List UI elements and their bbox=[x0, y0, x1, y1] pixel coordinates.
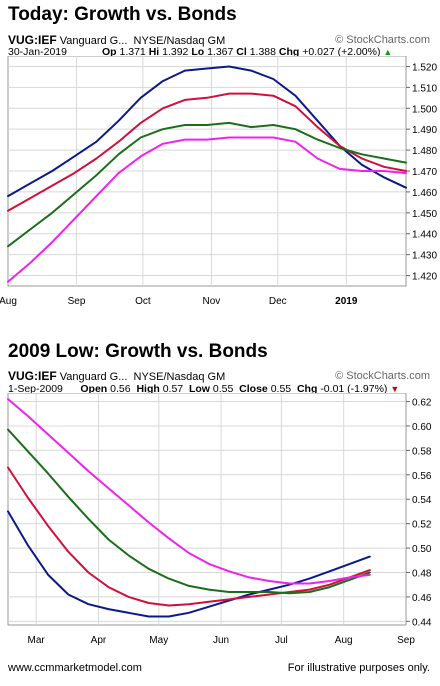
x-tick-label: Sep bbox=[68, 296, 86, 307]
chart1-open-label: Op bbox=[101, 46, 117, 58]
y-tick-label: 1.480 bbox=[412, 146, 437, 157]
x-tick-label: May bbox=[149, 635, 168, 646]
series-line-green bbox=[7, 428, 371, 595]
chart2-plot: 0.44 0.46 0.48 0.50 0.52 0.54 0.56 0.58 0.60 0.62… bbox=[7, 393, 432, 646]
series-line-green bbox=[7, 121, 407, 248]
chart2-open-label: Open bbox=[80, 383, 108, 395]
x-tick-label: Nov bbox=[203, 296, 221, 307]
chart2-name: Vanguard G... bbox=[59, 371, 128, 383]
chart1-low-label: Lo bbox=[191, 46, 205, 58]
series-line-blue bbox=[7, 510, 371, 618]
x-tick-label: Apr bbox=[91, 635, 107, 646]
chart2-low-value: 0.55 bbox=[212, 383, 234, 395]
chart2-high-value: 0.57 bbox=[162, 383, 184, 395]
y-tick-label: 0.50 bbox=[412, 544, 432, 555]
plot-frame bbox=[7, 393, 407, 626]
x-tick-label: Aug bbox=[0, 296, 17, 307]
chart1-low-value: 1.367 bbox=[207, 46, 234, 58]
y-tick-label: 0.52 bbox=[412, 520, 432, 531]
y-tick-label: 0.56 bbox=[412, 471, 432, 482]
x-tick-label: Sep bbox=[397, 635, 415, 646]
y-tick-label: 0.62 bbox=[412, 398, 432, 409]
chart2-open-value: 0.56 bbox=[110, 383, 131, 395]
chart1-plot: 1.420 1.430 1.440 1.450 1.460 1.470 1.480 1.490… bbox=[0, 56, 437, 307]
x-tick-label: Dec bbox=[269, 296, 287, 307]
chart2-change-label: Chg bbox=[296, 383, 318, 395]
x-tick-label: Jun bbox=[213, 635, 229, 646]
chart2-date: 1-Sep-2009 bbox=[8, 383, 63, 395]
x-tick-label: Oct bbox=[135, 296, 151, 307]
x-tick-label: Aug bbox=[335, 635, 353, 646]
chart1-change-value: +0.027 (+2.00%) bbox=[302, 46, 381, 58]
footer-disclaimer: For illustrative purposes only. bbox=[287, 662, 430, 674]
chart2-symbol-line: VUG:IEF Vanguard G... NYSE/Nasdaq GM bbox=[8, 369, 225, 383]
chart1-high-value: 1.392 bbox=[162, 46, 189, 58]
y-tick-label: 1.490 bbox=[412, 125, 437, 136]
chart1-symbol-line: VUG:IEF Vanguard G... NYSE/Nasdaq GM bbox=[8, 33, 225, 47]
y-tick-label: 1.430 bbox=[412, 251, 437, 262]
chart2-exchange: NYSE/Nasdaq GM bbox=[133, 371, 226, 383]
y-tick-label: 1.460 bbox=[412, 188, 437, 199]
chart1-change-label: Chg bbox=[278, 46, 300, 58]
y-tick-label: 0.54 bbox=[412, 495, 432, 506]
y-tick-label: 1.500 bbox=[412, 104, 437, 115]
series-line-magenta bbox=[7, 398, 371, 585]
series-line-magenta bbox=[7, 136, 407, 283]
chart2-heading: 2009 Low: Growth vs. Bonds bbox=[8, 341, 268, 362]
y-tick-label: 1.470 bbox=[412, 167, 437, 178]
y-tick-label: 1.440 bbox=[412, 230, 437, 241]
chart1-date: 30-Jan-2019 bbox=[8, 46, 67, 58]
chart2-low-label: Low bbox=[188, 383, 210, 395]
x-tick-label: 2019 bbox=[335, 296, 358, 307]
chart1-up-arrow-icon: ▲ bbox=[383, 47, 393, 57]
chart2-down-arrow-icon: ▼ bbox=[390, 384, 400, 394]
y-tick-label: 1.520 bbox=[412, 62, 437, 73]
chart2-quote-line: 1-Sep-2009 Open 0.56 High 0.57 Low 0.55 … bbox=[8, 383, 399, 395]
y-tick-label: 0.60 bbox=[412, 422, 432, 433]
x-tick-label: Jul bbox=[275, 635, 288, 646]
y-tick-label: 0.58 bbox=[412, 446, 432, 457]
chart1-quote-line: 30-Jan-2019 Op 1.371 Hi 1.392 Lo 1.367 C… bbox=[8, 46, 392, 58]
chart1-open-value: 1.371 bbox=[119, 46, 146, 58]
chart2-close-label: Close bbox=[239, 383, 268, 395]
footer-website: www.ccmmarketmodel.com bbox=[8, 662, 142, 674]
chart2-watermark: © StockCharts.com bbox=[335, 370, 430, 382]
series-line-red bbox=[7, 92, 407, 212]
chart2-high-label: High bbox=[136, 383, 160, 395]
y-tick-label: 0.44 bbox=[412, 617, 432, 628]
chart2-close-value: 0.55 bbox=[270, 383, 292, 395]
chart1-exchange: NYSE/Nasdaq GM bbox=[133, 35, 226, 47]
y-tick-label: 1.510 bbox=[412, 83, 437, 94]
chart1-close-label: Cl bbox=[236, 46, 247, 58]
chart1-close-value: 1.388 bbox=[249, 46, 276, 58]
chart2-symbol: VUG:IEF bbox=[8, 369, 57, 383]
y-tick-label: 0.48 bbox=[412, 568, 432, 579]
chart1-symbol: VUG:IEF bbox=[8, 33, 57, 47]
y-tick-label: 1.420 bbox=[412, 272, 437, 283]
series-line-red bbox=[7, 466, 371, 607]
chart2-change-value: -0.01 (-1.97%) bbox=[320, 383, 388, 395]
y-tick-label: 1.450 bbox=[412, 209, 437, 220]
chart1-watermark: © StockCharts.com bbox=[335, 34, 430, 46]
y-tick-label: 0.46 bbox=[412, 593, 432, 604]
chart1-heading: Today: Growth vs. Bonds bbox=[8, 4, 237, 25]
x-tick-label: Mar bbox=[28, 635, 46, 646]
chart1-name: Vanguard G... bbox=[59, 35, 128, 47]
chart1-high-label: Hi bbox=[148, 46, 160, 58]
